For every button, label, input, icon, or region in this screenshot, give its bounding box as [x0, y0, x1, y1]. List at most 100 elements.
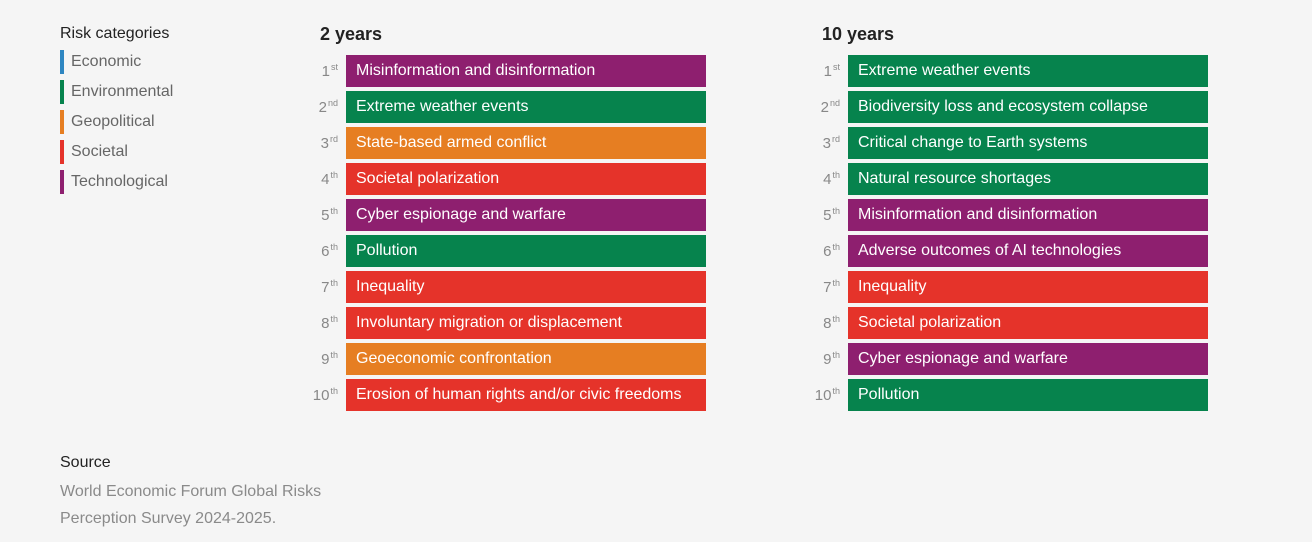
risk-bar: State-based armed conflict [346, 127, 706, 159]
rank-number: 10th [310, 386, 346, 404]
risk-bar: Adverse outcomes of AI technologies [848, 235, 1208, 267]
rank-suffix: th [330, 350, 338, 360]
rank-suffix: st [330, 62, 338, 72]
ranking-row: 5th Cyber espionage and warfare [310, 199, 706, 231]
rank-suffix: th [832, 278, 840, 288]
rank-value: 9 [321, 351, 330, 368]
risk-bar: Cyber espionage and warfare [848, 343, 1208, 375]
rank-value: 10 [312, 387, 330, 404]
rank-value: 1 [823, 63, 832, 80]
risk-bar: Pollution [346, 235, 706, 267]
rank-number: 7th [812, 278, 848, 296]
risk-category-legend: Risk categories Economic Environmental Geo… [60, 24, 173, 194]
ten-year-ranking: 10 years 1st Extreme weather events 2nd Bio… [812, 22, 1208, 415]
risk-label: Misinformation and disinformation [356, 62, 596, 79]
rank-number: 8th [310, 314, 346, 332]
two-year-ranking: 2 years 1st Misinformation and disinforma… [310, 22, 706, 415]
rank-suffix: nd [327, 98, 338, 108]
rank-number: 10th [812, 386, 848, 404]
risk-label: Cyber espionage and warfare [858, 350, 1068, 367]
ranking-list: 1st Extreme weather events 2nd Biodiversity… [812, 55, 1208, 411]
risk-bar: Extreme weather events [346, 91, 706, 123]
risk-bar: Misinformation and disinformation [346, 55, 706, 87]
risk-bar: Inequality [848, 271, 1208, 303]
legend-swatch [60, 50, 64, 74]
risk-label: Involuntary migration or displacement [356, 314, 622, 331]
rank-suffix: th [832, 386, 840, 396]
ranking-row: 8th Societal polarization [812, 307, 1208, 339]
legend-item-economic: Economic [60, 50, 173, 74]
rank-suffix: th [330, 242, 338, 252]
ranking-row: 7th Inequality [812, 271, 1208, 303]
rank-value: 2 [820, 99, 829, 116]
rank-value: 7 [823, 279, 832, 296]
rank-number: 3rd [310, 134, 346, 152]
rank-suffix: rd [831, 134, 840, 144]
risk-label: Inequality [858, 278, 927, 295]
rank-suffix: th [330, 206, 338, 216]
ranking-row: 2nd Extreme weather events [310, 91, 706, 123]
risk-bar: Cyber espionage and warfare [346, 199, 706, 231]
risk-bar: Geoeconomic confrontation [346, 343, 706, 375]
rank-number: 2nd [812, 98, 848, 116]
ranking-row: 3rd Critical change to Earth systems [812, 127, 1208, 159]
ranking-row: 3rd State-based armed conflict [310, 127, 706, 159]
rank-number: 8th [812, 314, 848, 332]
risk-label: State-based armed conflict [356, 134, 547, 151]
rank-number: 5th [812, 206, 848, 224]
risk-label: Inequality [356, 278, 425, 295]
legend-item-technological: Technological [60, 170, 173, 194]
rank-number: 1st [812, 62, 848, 80]
rank-suffix: th [832, 170, 840, 180]
ranking-row: 6th Adverse outcomes of AI technologies [812, 235, 1208, 267]
rank-number: 4th [310, 170, 346, 188]
rank-number: 1st [310, 62, 346, 80]
risk-label: Societal polarization [356, 170, 500, 187]
rank-suffix: th [330, 386, 338, 396]
ranking-row: 9th Cyber espionage and warfare [812, 343, 1208, 375]
rank-value: 6 [823, 243, 832, 260]
risk-label: Critical change to Earth systems [858, 134, 1088, 151]
risk-label: Extreme weather events [356, 98, 529, 115]
ranking-row: 8th Involuntary migration or displacement [310, 307, 706, 339]
risk-bar: Misinformation and disinformation [848, 199, 1208, 231]
rank-value: 3 [822, 135, 831, 152]
legend-swatch [60, 170, 64, 194]
ranking-row: 9th Geoeconomic confrontation [310, 343, 706, 375]
risk-bar: Biodiversity loss and ecosystem collapse [848, 91, 1208, 123]
rank-suffix: th [330, 314, 338, 324]
ranking-row: 6th Pollution [310, 235, 706, 267]
legend-item-environmental: Environmental [60, 80, 173, 104]
legend-title: Risk categories [60, 25, 170, 42]
rank-number: 6th [310, 242, 346, 260]
risk-bar: Involuntary migration or displacement [346, 307, 706, 339]
rank-value: 8 [823, 315, 832, 332]
rank-suffix: th [832, 206, 840, 216]
rank-value: 6 [321, 243, 330, 260]
rank-number: 7th [310, 278, 346, 296]
rank-value: 2 [318, 99, 327, 116]
legend-label: Economic [71, 53, 142, 70]
legend-item-geopolitical: Geopolitical [60, 110, 173, 134]
rank-suffix: th [832, 314, 840, 324]
legend-swatch [60, 140, 64, 164]
ranking-row: 5th Misinformation and disinformation [812, 199, 1208, 231]
rank-suffix: nd [829, 98, 840, 108]
source-text: World Economic Forum Global Risks Percep… [60, 483, 322, 527]
ranking-row: 10th Erosion of human rights and/or civic… [310, 379, 706, 411]
legend-items: Economic Environmental Geopolitical Societa… [60, 50, 173, 194]
rank-number: 2nd [310, 98, 346, 116]
legend-label: Societal [71, 143, 128, 160]
risk-label: Erosion of human rights and/or civic fre… [356, 386, 682, 403]
risk-label: Cyber espionage and warfare [356, 206, 566, 223]
risk-label: Natural resource shortages [858, 170, 1051, 187]
legend-label: Technological [71, 173, 168, 190]
risk-label: Pollution [858, 386, 920, 403]
rank-suffix: th [832, 242, 840, 252]
ranking-row: 1st Extreme weather events [812, 55, 1208, 87]
rank-value: 4 [823, 171, 832, 188]
rank-number: 3rd [812, 134, 848, 152]
ranking-row: 1st Misinformation and disinformation [310, 55, 706, 87]
legend-swatch [60, 110, 64, 134]
ranking-row: 10th Pollution [812, 379, 1208, 411]
